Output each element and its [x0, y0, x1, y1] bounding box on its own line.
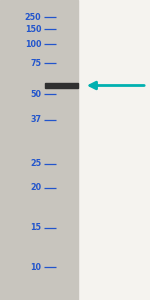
Text: 75: 75 — [30, 58, 41, 68]
Text: 10: 10 — [30, 262, 41, 272]
Text: 20: 20 — [30, 183, 41, 192]
Bar — [0, 0, 78, 300]
Text: 100: 100 — [25, 40, 41, 49]
Bar — [78, 0, 150, 300]
Text: 50: 50 — [30, 90, 41, 99]
Bar — [45, 83, 78, 88]
Text: 25: 25 — [30, 159, 41, 168]
Text: 150: 150 — [25, 25, 41, 34]
Text: 37: 37 — [30, 116, 41, 124]
Text: 250: 250 — [25, 13, 41, 22]
Text: 15: 15 — [30, 224, 41, 232]
